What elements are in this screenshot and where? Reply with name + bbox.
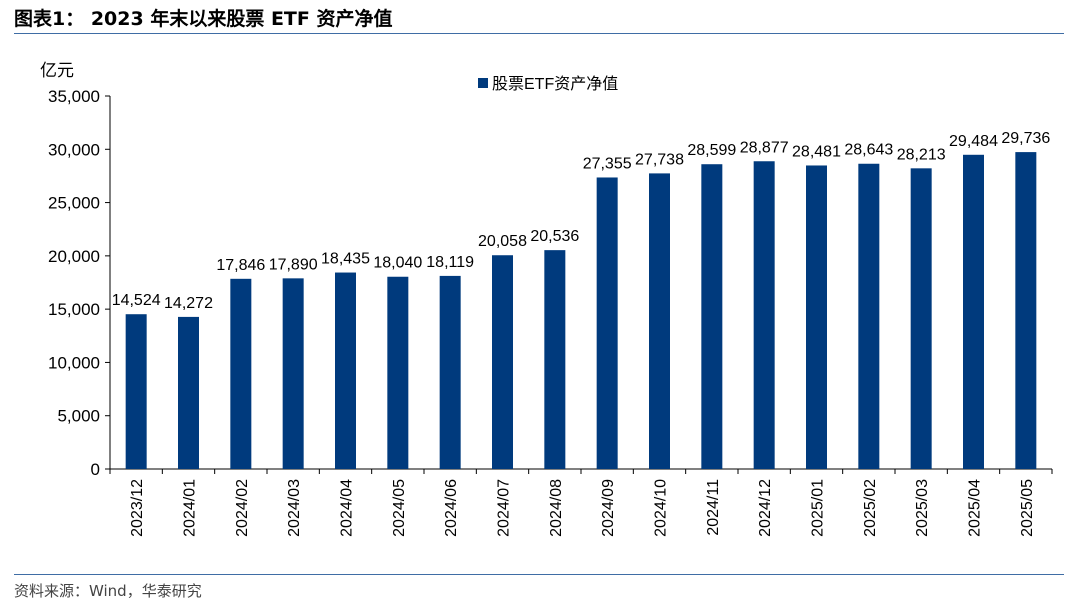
data-label: 18,040 xyxy=(373,255,422,272)
x-tick-label: 2024/07 xyxy=(496,479,513,537)
x-tick-label: 2025/03 xyxy=(914,479,931,537)
x-tick-label: 2024/04 xyxy=(339,479,356,537)
bar xyxy=(178,316,199,469)
data-label: 14,524 xyxy=(112,292,161,309)
bar xyxy=(806,165,827,469)
bar xyxy=(596,177,618,469)
bar xyxy=(335,272,356,469)
data-label: 28,643 xyxy=(844,142,893,159)
x-tick-label: 2025/05 xyxy=(1019,479,1036,537)
y-tick-label: 10,000 xyxy=(48,353,100,372)
x-tick-label: 2024/05 xyxy=(391,479,408,537)
data-label: 20,058 xyxy=(478,233,527,250)
data-label: 20,536 xyxy=(530,228,579,245)
data-label: 28,213 xyxy=(897,146,946,163)
x-tick-label: 2023/12 xyxy=(129,479,146,537)
figure-title: 图表1： 2023 年末以来股票 ETF 资产净值 xyxy=(14,8,393,30)
x-tick-label: 2025/02 xyxy=(862,479,879,537)
y-tick-label: 35,000 xyxy=(48,87,100,106)
bar xyxy=(701,164,723,469)
x-tick-label: 2025/04 xyxy=(967,479,984,537)
x-tick-label: 2025/01 xyxy=(810,479,827,537)
x-tick-label: 2024/02 xyxy=(234,479,251,537)
data-label: 28,599 xyxy=(687,142,736,159)
bar xyxy=(963,154,984,470)
bar xyxy=(230,278,252,469)
bar xyxy=(1015,152,1037,470)
bar xyxy=(753,161,775,469)
x-tick-label: 2024/11 xyxy=(705,479,722,536)
data-label: 29,736 xyxy=(1001,130,1050,147)
x-tick-label: 2024/10 xyxy=(653,479,670,537)
bar xyxy=(282,278,304,469)
bar xyxy=(544,250,566,469)
source-note: 资料来源：Wind，华泰研究 xyxy=(14,582,202,600)
legend-label: 股票ETF资产净值 xyxy=(492,75,618,93)
title-rule xyxy=(14,33,1064,34)
bar xyxy=(439,275,461,469)
data-label: 28,481 xyxy=(792,143,841,160)
data-label: 17,890 xyxy=(269,256,318,273)
data-label: 28,877 xyxy=(740,139,789,156)
bar xyxy=(910,168,932,470)
y-tick-label: 15,000 xyxy=(48,300,100,319)
data-label: 29,484 xyxy=(949,133,998,150)
x-tick-label: 2024/03 xyxy=(286,479,303,537)
bar xyxy=(649,173,670,470)
data-label: 17,846 xyxy=(216,257,265,274)
data-label: 14,272 xyxy=(164,295,213,312)
data-label: 27,738 xyxy=(635,151,684,168)
y-tick-label: 0 xyxy=(91,460,100,479)
x-tick-label: 2024/09 xyxy=(600,479,617,537)
data-label: 18,119 xyxy=(426,254,474,271)
data-label: 27,355 xyxy=(583,155,632,172)
legend-swatch xyxy=(478,78,488,88)
data-label: 18,435 xyxy=(321,251,370,268)
y-tick-label: 20,000 xyxy=(48,247,100,266)
y-tick-label: 30,000 xyxy=(48,140,100,159)
footer-rule xyxy=(14,574,1064,575)
bar xyxy=(858,163,880,470)
y-tick-label: 25,000 xyxy=(48,194,100,213)
x-tick-label: 2024/08 xyxy=(548,479,565,537)
y-axis-unit: 亿元 xyxy=(40,61,74,80)
x-tick-label: 2024/06 xyxy=(443,479,460,537)
bar xyxy=(125,314,147,469)
y-tick-label: 5,000 xyxy=(57,407,100,426)
bar xyxy=(387,276,409,469)
x-tick-label: 2024/01 xyxy=(182,479,199,537)
x-tick-label: 2024/12 xyxy=(757,479,774,537)
bar xyxy=(492,255,513,469)
